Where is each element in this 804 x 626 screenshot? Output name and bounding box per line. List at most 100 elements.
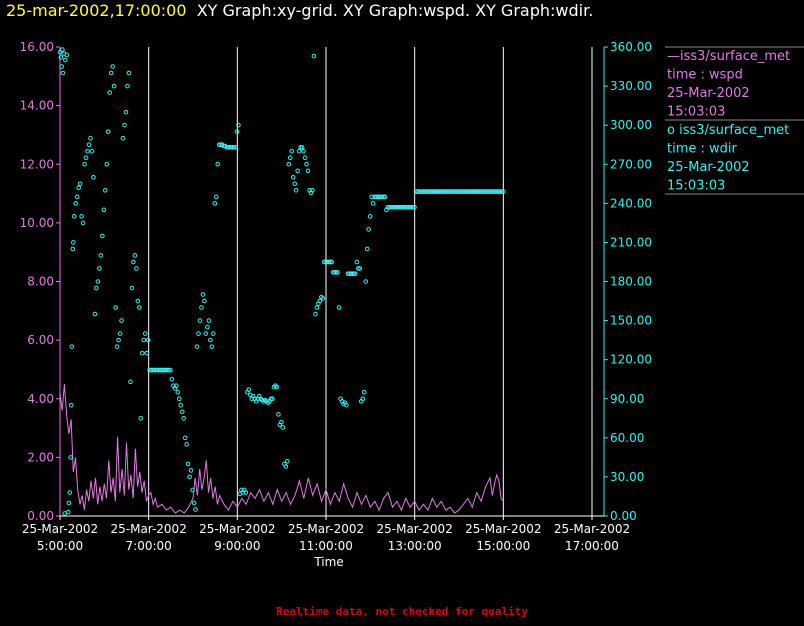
x-tick-time: 7:00:00: [126, 539, 172, 553]
wdir-point: [477, 189, 482, 194]
wdir-point: [360, 396, 366, 402]
wdir-point: [64, 52, 70, 58]
right-tick-label: 300.00: [610, 118, 652, 132]
wdir-point: [404, 204, 410, 210]
wdir-point: [168, 367, 173, 373]
wdir-point: [71, 214, 77, 219]
wdir-point: [296, 148, 302, 154]
wdir-point: [364, 246, 370, 252]
wdir-point: [83, 155, 89, 161]
wdir-point: [350, 271, 355, 276]
wdir-point: [187, 474, 192, 480]
wdir-point: [70, 246, 76, 252]
left-tick-label: 14.00: [20, 99, 54, 113]
graph-header: 25-mar-2002,17:00:00 XY Graph:xy-grid. X…: [6, 1, 593, 20]
wdir-point: [191, 500, 197, 506]
wdir-point: [169, 376, 175, 382]
wdir-point: [394, 204, 400, 210]
wdir-point: [91, 174, 96, 180]
wdir-point: [178, 402, 184, 408]
wdir-point: [415, 189, 420, 194]
x-tick-date: 25-Mar-2002: [110, 522, 186, 536]
wdir-point: [280, 425, 286, 430]
wdir-point: [292, 181, 297, 187]
wspd-series-line: [59, 384, 504, 514]
legend-wspd-line: —iss3/surface_met: [667, 49, 790, 64]
wdir-point: [378, 194, 383, 200]
x-tick-time: 17:00:00: [565, 539, 619, 553]
wdir-point: [179, 409, 185, 415]
wdir-point: [444, 189, 450, 194]
left-tick-label: 10.00: [20, 216, 54, 230]
wdir-point: [111, 83, 117, 89]
right-tick-label: 240.00: [610, 196, 652, 210]
wdir-point: [449, 189, 454, 194]
wdir-point: [393, 204, 398, 210]
wdir-point: [472, 189, 478, 194]
wdir-point: [484, 189, 490, 194]
wdir-point: [327, 259, 333, 265]
wdir-point: [139, 350, 145, 356]
wdir-point: [375, 194, 380, 200]
wdir-point: [284, 458, 290, 464]
wdir-point: [71, 240, 76, 245]
wdir-point: [57, 49, 63, 55]
wdir-point: [205, 324, 210, 330]
right-tick-label: 120.00: [610, 353, 652, 367]
wdir-point: [478, 189, 484, 194]
wdir-point: [206, 318, 212, 323]
x-tick-time: 9:00:00: [214, 539, 260, 553]
wdir-point: [427, 189, 432, 194]
wdir-point: [208, 337, 213, 343]
x-tick-date: 25-Mar-2002: [465, 522, 541, 536]
wdir-point: [199, 305, 204, 310]
wdir-point: [314, 305, 320, 310]
wdir-point: [431, 189, 437, 194]
wdir-point: [176, 396, 182, 402]
wdir-point: [279, 419, 284, 425]
wdir-point: [495, 189, 500, 194]
wdir-point: [496, 189, 502, 194]
left-tick-label: 4.00: [27, 392, 54, 406]
wdir-point: [458, 189, 463, 194]
wdir-point: [428, 189, 434, 194]
wdir-point: [412, 204, 417, 210]
x-tick-time: 13:00:00: [388, 539, 442, 553]
wdir-point: [492, 189, 497, 194]
left-tick-label: 8.00: [27, 275, 54, 289]
wdir-point: [276, 412, 281, 417]
wdir-point: [162, 367, 167, 373]
wdir-point: [490, 189, 496, 194]
wdir-point: [160, 367, 166, 373]
wdir-point: [335, 270, 340, 275]
legend-wspd-line: time : wspd: [667, 68, 743, 83]
wdir-point: [366, 227, 371, 232]
wdir-point: [60, 47, 65, 52]
wdir-point: [422, 189, 428, 194]
wdir-point: [116, 337, 121, 343]
wdir-point: [58, 55, 64, 60]
wdir-point: [344, 402, 349, 408]
wdir-point: [410, 204, 416, 210]
wdir-point: [434, 189, 440, 194]
wdir-point: [268, 396, 274, 402]
wdir-point: [440, 189, 445, 194]
wdir-point: [107, 90, 113, 95]
wdir-point: [317, 298, 323, 304]
wdir-point: [66, 500, 72, 506]
wdir-point: [108, 70, 114, 76]
left-tick-label: 16.00: [20, 40, 54, 54]
wdir-point: [452, 189, 457, 194]
wdir-point: [324, 259, 330, 265]
wdir-point: [443, 189, 448, 194]
wdir-point: [97, 266, 102, 271]
wdir-point: [348, 271, 354, 276]
wdir-point: [120, 135, 126, 141]
wdir-point: [65, 509, 71, 515]
wdir-point: [79, 214, 84, 219]
wdir-point: [132, 253, 138, 258]
wdir-point: [117, 331, 123, 336]
x-tick-date: 25-Mar-2002: [554, 522, 630, 536]
wdir-point: [468, 189, 474, 194]
wdir-point: [209, 344, 215, 349]
